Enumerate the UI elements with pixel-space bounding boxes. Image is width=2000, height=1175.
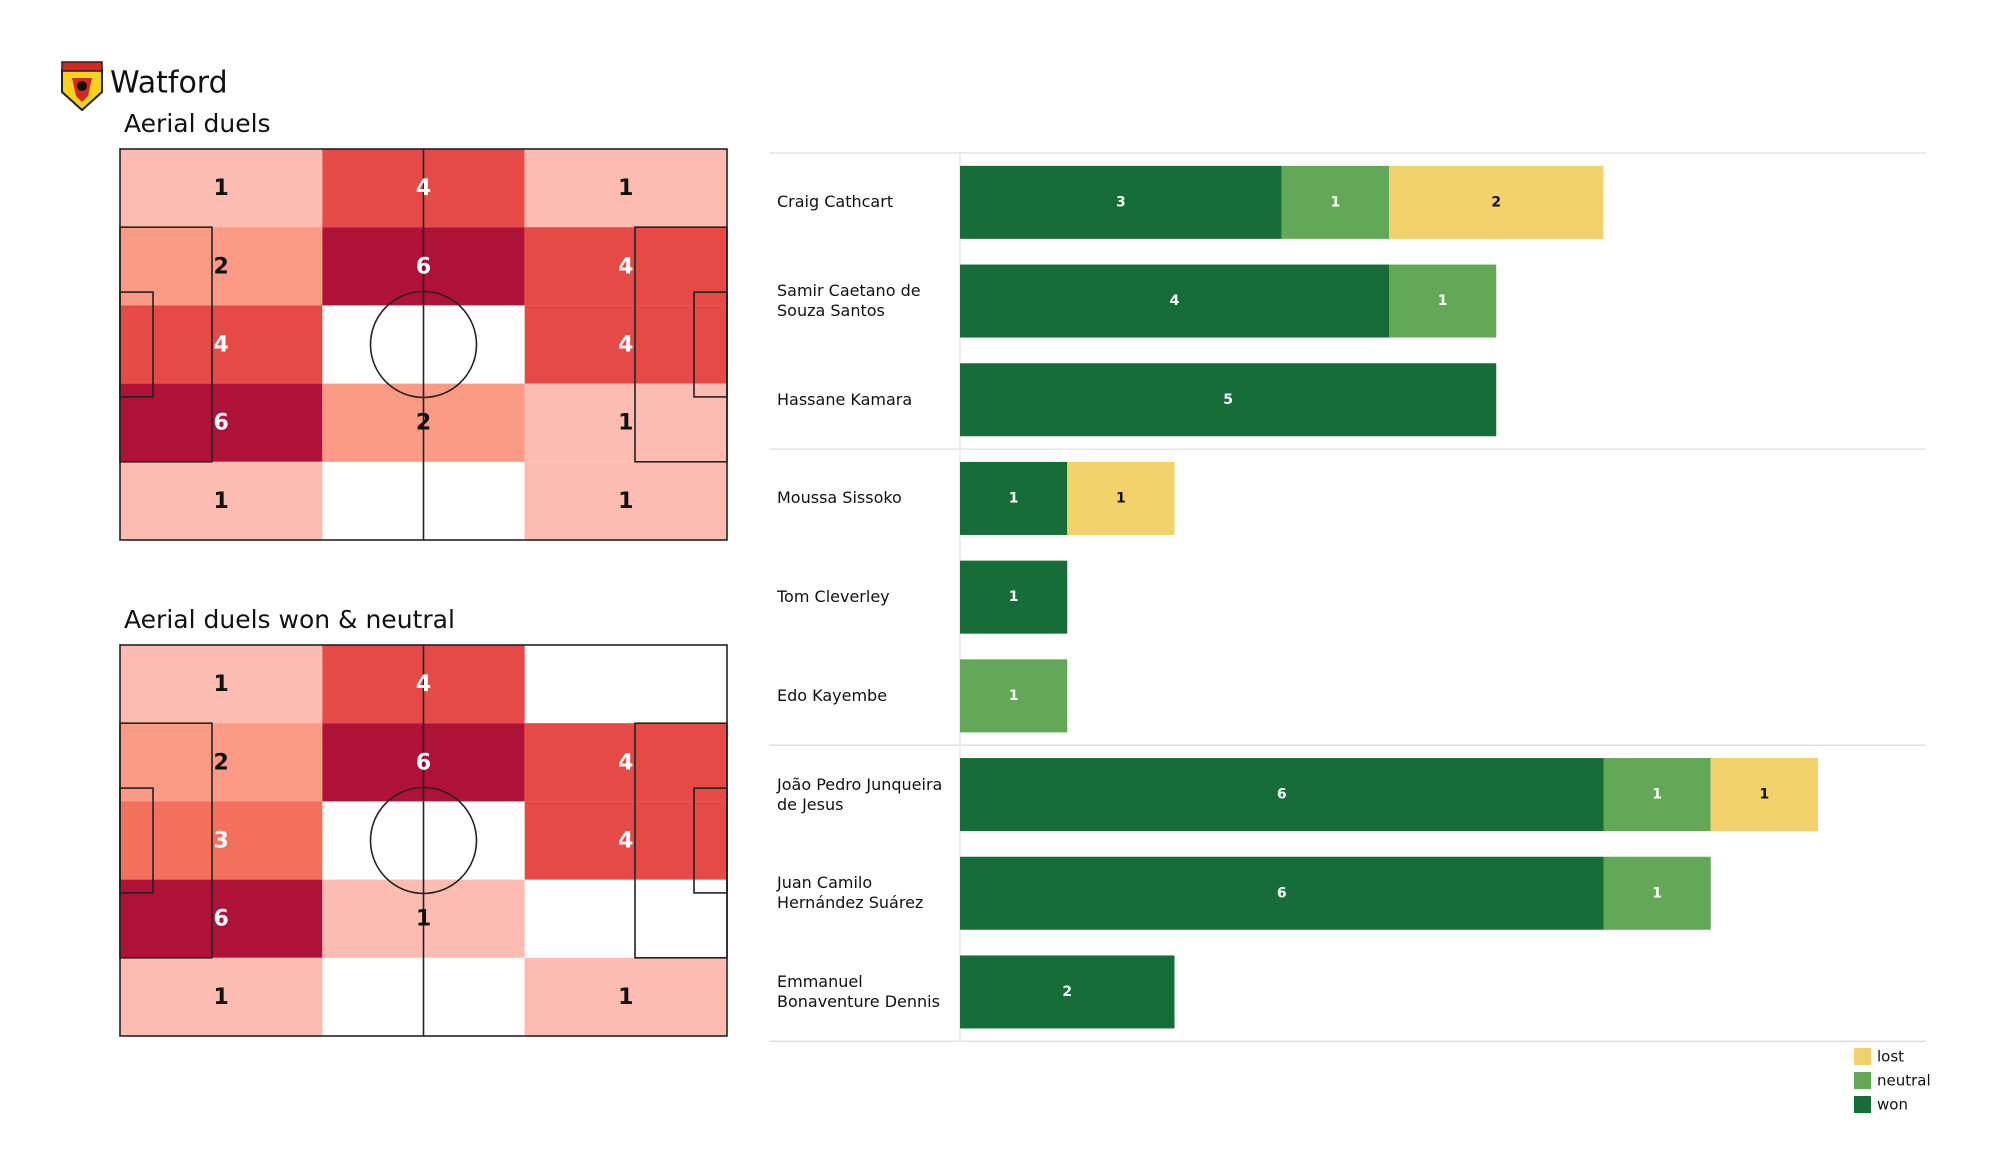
bar-value: 1 — [1760, 787, 1770, 803]
bar-segment — [960, 165, 1282, 239]
legend-swatch — [1854, 1072, 1871, 1089]
heat-cell — [524, 461, 727, 540]
bar-value: 6 — [1277, 885, 1287, 901]
heatmap-title: Aerial duels won & neutral — [124, 605, 455, 634]
heat-value: 6 — [214, 907, 229, 932]
heat-cell — [120, 461, 323, 540]
player-label: Hassane Kamara — [777, 389, 913, 409]
player-label: Tom Cleverley — [777, 587, 890, 607]
bar-segment — [1067, 461, 1175, 535]
six-yard-box — [119, 291, 154, 398]
bar-segment — [960, 758, 1604, 832]
heat-cell — [524, 957, 727, 1036]
bar-segment — [1603, 758, 1711, 832]
heat-value: 2 — [214, 750, 229, 775]
six-yard-box — [119, 787, 154, 894]
bar-value: 1 — [1009, 490, 1019, 506]
player-label: Craig Cathcart — [777, 192, 894, 212]
bar-value: 1 — [1009, 688, 1019, 704]
heat-value: 4 — [416, 672, 431, 697]
bar-value: 2 — [1491, 194, 1501, 210]
player-label: João Pedro Junqueira de Jesus — [777, 774, 943, 814]
heat-value: 4 — [618, 333, 633, 358]
center-circle — [369, 786, 478, 895]
heat-value: 2 — [214, 254, 229, 279]
heat-value: 4 — [214, 333, 229, 358]
bar-segment — [1281, 165, 1389, 239]
bar-value: 1 — [1009, 589, 1019, 605]
heat-value: 4 — [618, 750, 633, 775]
bar-segment — [1389, 264, 1497, 338]
team-name: Watford — [110, 66, 228, 101]
bar-value: 4 — [1170, 293, 1180, 309]
legend-label: won — [1877, 1096, 1908, 1114]
bar-value: 3 — [1116, 194, 1126, 210]
bar-segment — [1603, 856, 1711, 930]
legend-swatch — [1854, 1096, 1871, 1113]
legend-swatch — [1854, 1048, 1871, 1065]
bar-value: 1 — [1652, 787, 1662, 803]
heat-cell — [524, 149, 727, 228]
heatmap-title: Aerial duels — [124, 109, 271, 138]
bar-segment — [960, 363, 1497, 437]
heat-value: 1 — [416, 907, 431, 932]
heat-value: 6 — [416, 750, 431, 775]
heat-value: 6 — [214, 411, 229, 436]
heat-cell — [120, 957, 323, 1036]
heat-cell — [120, 149, 323, 228]
six-yard-box — [693, 291, 728, 398]
legend-label: lost — [1877, 1048, 1904, 1066]
bar-segment — [960, 264, 1389, 338]
bar-value: 1 — [1438, 293, 1448, 309]
legend-label: neutral — [1877, 1072, 1931, 1090]
bar-value: 5 — [1223, 392, 1233, 408]
bar-segment — [960, 560, 1068, 634]
bar-value: 1 — [1116, 490, 1126, 506]
player-label: Juan Camilo Hernández Suárez — [777, 873, 924, 913]
bar-segment — [1389, 165, 1604, 239]
player-label: Samir Caetano de Souza Santos — [777, 281, 921, 321]
heat-value: 4 — [618, 829, 633, 854]
center-circle — [369, 290, 478, 399]
six-yard-box — [693, 787, 728, 894]
heat-value: 3 — [214, 829, 229, 854]
player-label: Moussa Sissoko — [777, 488, 902, 508]
bar-segment — [960, 955, 1175, 1029]
heat-value: 4 — [416, 176, 431, 201]
heat-value: 1 — [214, 985, 229, 1010]
heat-value: 1 — [618, 489, 633, 514]
bar-segment — [1710, 758, 1818, 832]
heat-value: 1 — [618, 176, 633, 201]
bar-value: 6 — [1277, 787, 1287, 803]
player-label: Emmanuel Bonaventure Dennis — [777, 971, 940, 1011]
heat-value: 6 — [416, 254, 431, 279]
heat-value: 1 — [618, 985, 633, 1010]
bar-value: 1 — [1331, 194, 1341, 210]
bar-segment — [960, 659, 1068, 733]
heat-value: 2 — [416, 411, 431, 436]
heat-value: 1 — [214, 489, 229, 514]
bar-segment — [960, 856, 1604, 930]
bar-segment — [960, 461, 1068, 535]
heat-value: 4 — [618, 254, 633, 279]
heat-value: 1 — [214, 176, 229, 201]
club-logo — [61, 61, 103, 112]
heat-cell — [120, 645, 323, 724]
bar-value: 2 — [1062, 984, 1072, 1000]
heat-value: 1 — [214, 672, 229, 697]
player-label: Edo Kayembe — [777, 685, 888, 705]
heat-value: 1 — [618, 411, 633, 436]
bar-value: 1 — [1652, 885, 1662, 901]
